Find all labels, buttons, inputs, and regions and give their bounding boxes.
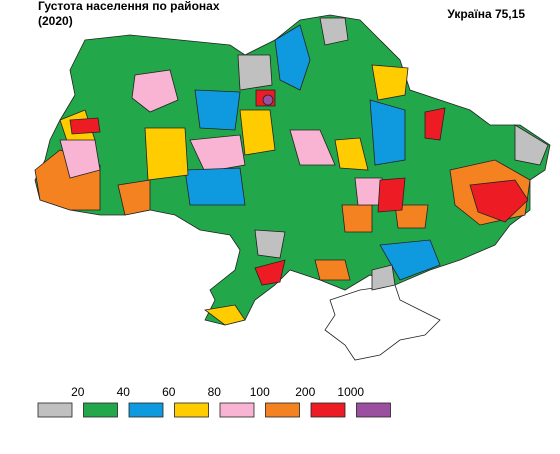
legend-swatch (37, 402, 73, 418)
region (424, 107, 446, 141)
legend-label: 100 (250, 385, 270, 399)
region (341, 204, 373, 233)
legend-label: 40 (117, 385, 131, 399)
region (254, 259, 286, 286)
region (204, 304, 246, 326)
region (254, 229, 286, 259)
legend-swatch (356, 402, 391, 418)
region (369, 99, 406, 166)
region (319, 17, 349, 46)
legend-swatch (219, 402, 255, 418)
region (371, 64, 409, 101)
region (69, 117, 101, 135)
region (189, 134, 246, 173)
region (59, 139, 101, 179)
region (334, 137, 369, 171)
region (379, 239, 441, 281)
legend-label: 200 (295, 385, 315, 399)
title: Густота населення по районах (38, 0, 220, 13)
region (262, 94, 274, 106)
region (274, 24, 311, 91)
legend-swatch (83, 402, 118, 418)
legend-label: 80 (208, 385, 222, 399)
legend-swatch (310, 402, 346, 418)
region (194, 89, 241, 131)
ukraine-map (34, 14, 551, 361)
region (469, 179, 529, 223)
region (239, 109, 276, 156)
legend-swatch (265, 402, 300, 418)
region (514, 124, 549, 166)
subtitle: (2020) (38, 14, 73, 28)
legend-label: 20 (71, 385, 85, 399)
region (394, 204, 429, 229)
region (289, 129, 336, 166)
legend-swatch (128, 402, 164, 418)
legend-label: 1000 (337, 385, 364, 399)
summary: Україна 75,15 (447, 7, 525, 21)
region (314, 259, 351, 281)
region (377, 177, 406, 213)
region (371, 264, 396, 291)
legend: 20 40 60 80 100 200 1000 (37, 385, 391, 418)
legend-label: 60 (162, 385, 176, 399)
region (237, 54, 273, 91)
crimea (324, 284, 441, 361)
region (117, 179, 151, 216)
region (184, 167, 246, 206)
region (144, 127, 189, 181)
region (131, 69, 179, 113)
legend-swatch (174, 402, 209, 418)
